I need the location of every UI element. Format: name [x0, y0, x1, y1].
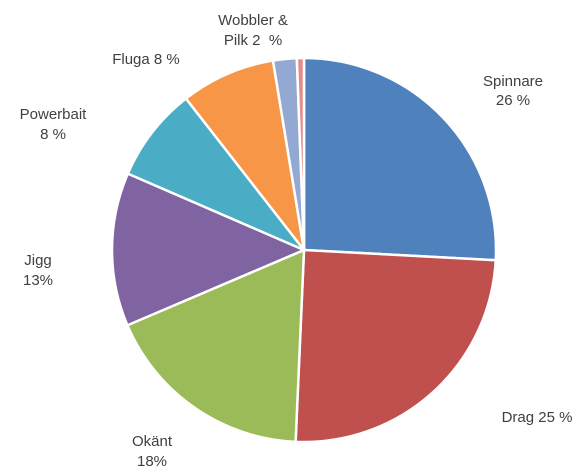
pie-slice-unlabeled-7: [295, 56, 306, 252]
pie-slice-jigg: [110, 172, 306, 327]
slice-label-line: Okänt: [132, 433, 173, 450]
slice-label-line: 18%: [137, 453, 167, 467]
labels-layer: Spinnare 26 % Drag 25 % Okänt 18% Jigg 13% Powe…: [20, 12, 573, 467]
pie-slice-drag-25: [294, 248, 497, 444]
slice-label-wobbler: Wobbler & Pilk 2 %: [218, 12, 288, 49]
slice-label-drag-25: Drag 25 %: [502, 409, 573, 426]
slice-label-line: Fluga 8 %: [112, 51, 180, 68]
slice-label-jigg: Jigg 13%: [23, 252, 53, 289]
slice-label-powerbait: Powerbait 8 %: [20, 106, 88, 143]
slice-label-line: 8 %: [40, 126, 66, 143]
slices-layer: [110, 56, 498, 444]
slice-label-line: 26 %: [496, 92, 530, 109]
pie-slice-powerbait: [126, 97, 306, 252]
pie-slice-fluga-8: [184, 59, 306, 252]
slice-label-line: Pilk 2 %: [224, 32, 282, 49]
slice-label-line: Jigg: [24, 252, 52, 269]
slice-label-spinnare: Spinnare 26 %: [483, 73, 543, 109]
slice-label-okänt: Okänt 18%: [132, 433, 173, 467]
pie-slice-okänt: [126, 248, 306, 444]
slice-label-line: Powerbait: [20, 106, 88, 123]
slice-label-line: Drag 25 %: [502, 409, 573, 426]
slice-label-line: Spinnare: [483, 73, 543, 90]
pie-slice-spinnare: [302, 56, 498, 262]
slice-label-line: 13%: [23, 272, 53, 289]
slice-label-line: Wobbler &: [218, 12, 288, 29]
slice-label-fluga-8: Fluga 8 %: [112, 51, 180, 68]
